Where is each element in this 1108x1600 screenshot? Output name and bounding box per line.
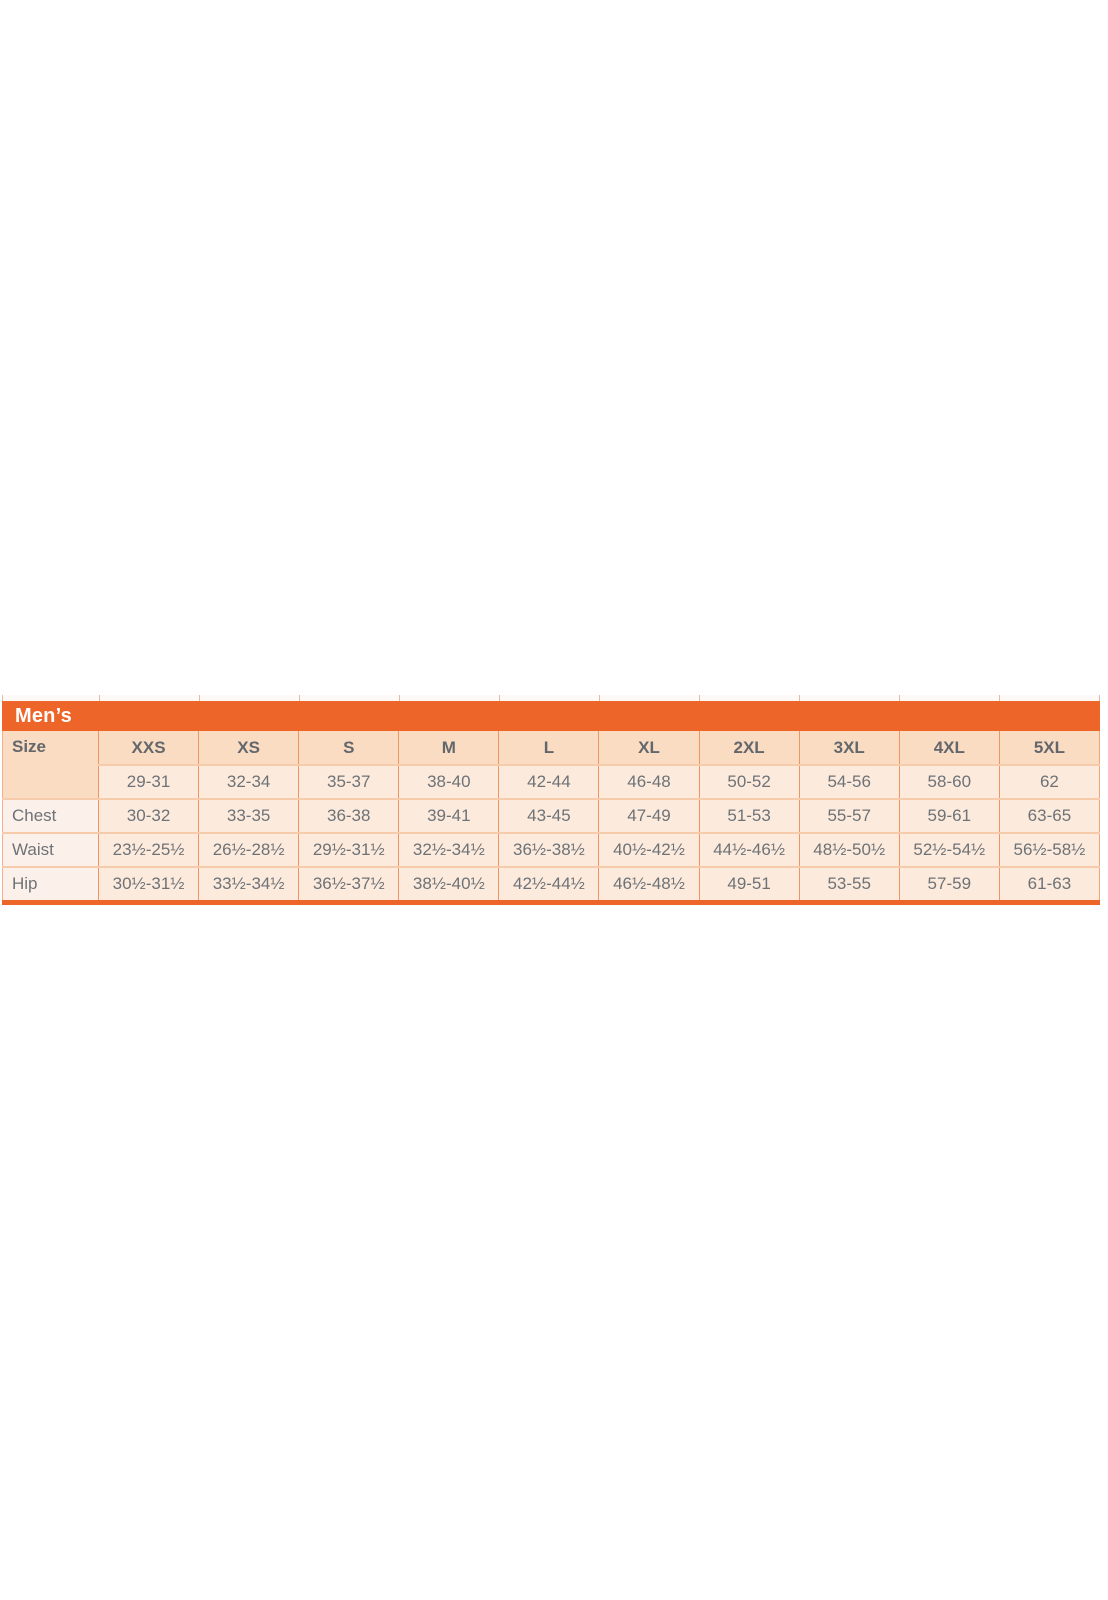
cropped-table-edge-cell [100, 695, 200, 701]
numeric-size-cell: 54-56 [799, 765, 900, 800]
measurement-value-cell: 63-65 [999, 799, 1100, 834]
measurement-value-cell: 42½-44½ [498, 867, 600, 900]
cropped-table-edge-cell [900, 695, 1000, 701]
measurement-value-cell: 57-59 [899, 867, 1000, 900]
measurement-value-cell: 36-38 [298, 799, 400, 834]
measurement-value-cell: 55-57 [799, 799, 900, 834]
size-column-header: XXS [98, 731, 200, 766]
numeric-size-cell: 50-52 [699, 765, 800, 800]
cropped-table-edge [2, 695, 1100, 701]
cropped-table-edge-cell [200, 695, 300, 701]
size-header-row: Size XXS XS S M L XL 2XL 3XL 4XL 5XL [2, 731, 1100, 800]
measurement-value-cell: 36½-38½ [498, 833, 600, 868]
table-title-bar: Men’s [2, 701, 1100, 731]
hip-row: Hip 30½-31½ 33½-34½ 36½-37½ 38½-40½ 42½-… [2, 867, 1100, 900]
measurement-value-cell: 52½-54½ [899, 833, 1000, 868]
numeric-size-cell: 62 [999, 765, 1100, 800]
measurement-value-cell: 43-45 [498, 799, 600, 834]
measurement-value-cell: 23½-25½ [98, 833, 200, 868]
cropped-table-edge-cell [400, 695, 500, 701]
measurement-value-cell: 44½-46½ [699, 833, 800, 868]
measurement-value-cell: 56½-58½ [999, 833, 1100, 868]
row-label-hip: Hip [2, 867, 99, 900]
numeric-size-cell: 46-48 [598, 765, 700, 800]
measurement-value-cell: 38½-40½ [398, 867, 500, 900]
table-bottom-rule [2, 900, 1100, 905]
measurement-value-cell: 30½-31½ [98, 867, 200, 900]
measurement-value-cell: 61-63 [999, 867, 1100, 900]
measurement-value-cell: 29½-31½ [298, 833, 400, 868]
measurement-value-cell: 30-32 [98, 799, 200, 834]
measurement-value-cell: 49-51 [699, 867, 800, 900]
size-column-header: XS [198, 731, 300, 766]
measurement-value-cell: 33-35 [198, 799, 300, 834]
row-label-waist: Waist [2, 833, 99, 868]
measurement-value-cell: 46½-48½ [598, 867, 700, 900]
measurement-value-cell: 59-61 [899, 799, 1000, 834]
measurement-value-cell: 36½-37½ [298, 867, 400, 900]
cropped-table-edge-cell [3, 695, 100, 701]
numeric-size-row: 29-31 32-34 35-37 38-40 42-44 46-48 50-5… [3, 765, 1100, 800]
chest-row: Chest 30-32 33-35 36-38 39-41 43-45 47-4… [2, 799, 1100, 834]
waist-row: Waist 23½-25½ 26½-28½ 29½-31½ 32½-34½ 36… [2, 833, 1100, 868]
cropped-table-edge-cell [700, 695, 800, 701]
measurement-value-cell: 51-53 [699, 799, 800, 834]
size-column-header: 4XL [899, 731, 1000, 766]
numeric-size-cell: 38-40 [398, 765, 500, 800]
size-column-header: 3XL [799, 731, 900, 766]
measurement-value-cell: 53-55 [799, 867, 900, 900]
size-column-header: S [298, 731, 400, 766]
measurement-value-cell: 32½-34½ [398, 833, 500, 868]
size-column-header: 2XL [699, 731, 800, 766]
cropped-table-edge-cell [600, 695, 700, 701]
size-corner-label: Size [2, 731, 99, 800]
mens-size-chart: Men’s Size XXS XS S M L XL 2XL 3XL 4XL 5… [2, 695, 1100, 905]
size-column-header: M [398, 731, 500, 766]
size-table: Size XXS XS S M L XL 2XL 3XL 4XL 5XL 29-… [2, 731, 1100, 900]
measurement-value-cell: 40½-42½ [598, 833, 700, 868]
measurement-value-cell: 48½-50½ [799, 833, 900, 868]
cropped-table-edge-cell [300, 695, 400, 701]
measurement-value-cell: 33½-34½ [198, 867, 300, 900]
size-column-header: XL [598, 731, 700, 766]
size-column-header: L [498, 731, 600, 766]
numeric-size-cell: 29-31 [98, 765, 200, 800]
cropped-table-edge-cell [800, 695, 900, 701]
row-label-chest: Chest [2, 799, 99, 834]
size-column-header: 5XL [999, 731, 1100, 766]
table-title: Men’s [15, 705, 72, 727]
numeric-size-cell: 35-37 [298, 765, 400, 800]
measurement-value-cell: 39-41 [398, 799, 500, 834]
numeric-size-cell: 32-34 [198, 765, 300, 800]
cropped-table-edge-cell [1000, 695, 1100, 701]
measurement-value-cell: 26½-28½ [198, 833, 300, 868]
cropped-table-edge-cell [500, 695, 600, 701]
numeric-size-cell: 58-60 [899, 765, 1000, 800]
measurement-value-cell: 47-49 [598, 799, 700, 834]
numeric-size-cell: 42-44 [498, 765, 600, 800]
